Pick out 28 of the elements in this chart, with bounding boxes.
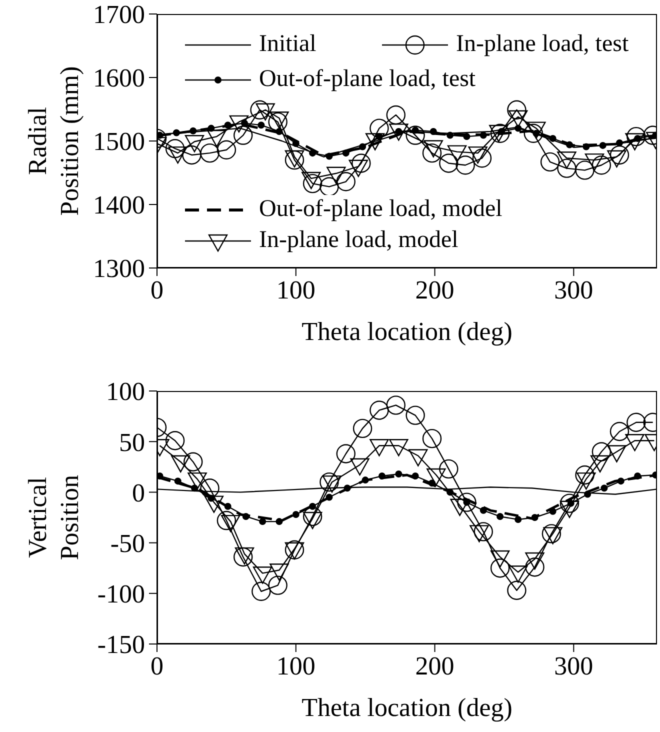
y-tick-label: -150 [97,630,145,660]
legend-label: Out-of-plane load, test [259,66,476,92]
x-axis-title: Theta location (deg) [302,317,512,346]
x-tick-label: 300 [554,651,594,680]
x-axis-title: Theta location (deg) [302,693,512,722]
x-tick-label: 100 [276,651,316,680]
legend-label: Out-of-plane load, model [259,196,502,222]
x-tick-label: 200 [415,275,454,304]
y-tick-label: 1300 [93,254,145,284]
y-tick-label: 1600 [93,64,145,93]
y-tick-label: 1700 [93,0,145,30]
legend-label: In-plane load, test [456,31,629,57]
legend-label: Initial [259,31,316,57]
y-tick-label: 1400 [93,190,145,220]
legend-label: In-plane load, model [259,227,458,253]
y-tick-label: 50 [119,428,145,457]
y-tick-label: -100 [97,580,145,609]
y-axis-title: Radial Position (mm) [23,66,84,216]
y-tick-label: -50 [110,529,145,558]
x-tick-label: 300 [554,275,594,304]
x-tick-label: 0 [150,651,164,680]
x-tick-label: 200 [415,651,454,680]
x-tick-label: 0 [150,275,164,304]
y-axis-title: Vertical Position [23,474,84,560]
y-tick-label: 100 [106,377,145,406]
y-tick-label: 1500 [93,127,145,156]
y-tick-label: 0 [132,478,145,508]
x-tick-label: 100 [276,275,316,304]
